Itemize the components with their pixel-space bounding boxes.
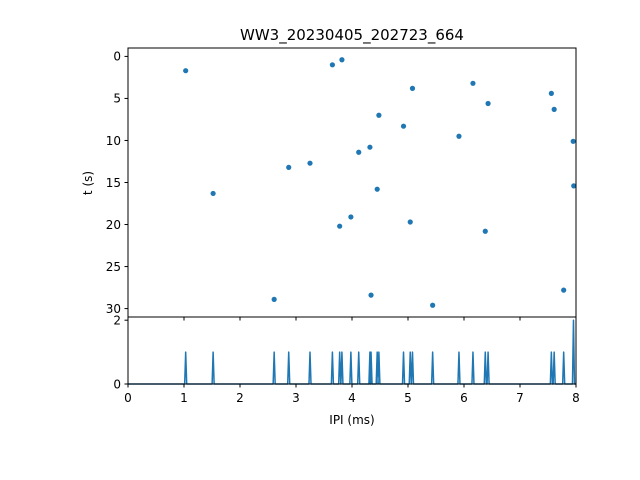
x-tick-label-2: 2	[236, 391, 244, 405]
y-tick-label-0: 0	[113, 50, 121, 64]
y-axis-label: t (s)	[81, 171, 95, 195]
scatter-point-7	[339, 57, 345, 63]
y-tick-label-bottom-2: 2	[113, 313, 121, 327]
x-tick-label-7: 7	[516, 391, 524, 405]
y-axis-ticks: 0 5 10 15 20 25 30	[106, 50, 128, 316]
scatter-point-10	[367, 144, 373, 150]
scatter-point-9	[356, 149, 362, 155]
scatter-point-13	[376, 112, 382, 118]
scatter-point-25	[570, 138, 576, 144]
scatter-point-2	[271, 296, 277, 302]
y-tick-label-bottom-0: 0	[113, 377, 121, 391]
scatter-point-24	[561, 287, 567, 293]
y-tick-label-30: 30	[106, 302, 121, 316]
scatter-point-16	[409, 85, 416, 91]
x-tick-label-0: 0	[124, 391, 132, 405]
ipi-frame	[127, 316, 577, 385]
scatter-point-8	[348, 214, 354, 220]
x-tick-label-3: 3	[292, 391, 300, 405]
y-tick-label-15: 15	[106, 176, 121, 190]
y-tick-label-5: 5	[113, 92, 121, 106]
scatter-point-22	[548, 90, 554, 96]
scatter-point-1	[210, 190, 216, 197]
chart-title: WW3_20230405_202723_664	[240, 26, 464, 45]
scatter-point-15	[407, 219, 413, 225]
x-tick-label-4: 4	[348, 391, 356, 405]
scatter-point-6	[337, 223, 343, 229]
scatter-point-23	[551, 106, 557, 112]
x-tick-label-6: 6	[460, 391, 468, 405]
scatter-point-19	[470, 80, 476, 86]
scatter-point-17	[430, 302, 436, 308]
y-tick-label-10: 10	[106, 134, 121, 148]
x-tick-label-8: 8	[572, 391, 580, 405]
scatter-point-20	[482, 228, 488, 234]
x-axis-label: IPI (ms)	[329, 413, 374, 427]
scatter-point-26	[571, 183, 577, 189]
scatter-point-11	[368, 292, 374, 298]
scatter-point-14	[400, 123, 407, 129]
x-tick-label-5: 5	[404, 391, 412, 405]
y-tick-label-20: 20	[106, 218, 121, 232]
x-axis-ticks: 0 1 2 3 4 5 6 7 8	[124, 384, 580, 405]
y-tick-label-25: 25	[106, 260, 121, 274]
scatter-point-0	[183, 68, 189, 74]
scatter-point-5	[329, 62, 335, 68]
x-tick-label-1: 1	[180, 391, 188, 405]
scatter-point-18	[456, 133, 462, 139]
scatter-point-4	[307, 160, 313, 166]
scatter-points	[183, 57, 577, 308]
scatter-point-12	[374, 186, 380, 192]
scatter-point-21	[485, 100, 491, 107]
y-axis-ticks-bottom: 02	[113, 313, 128, 391]
scatter-point-3	[286, 164, 292, 170]
